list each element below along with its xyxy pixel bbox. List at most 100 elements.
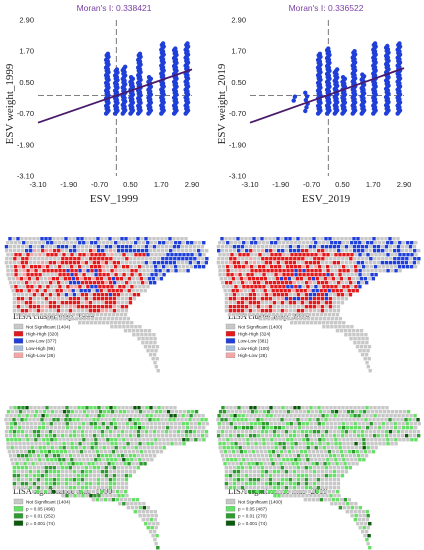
map-cell <box>158 442 162 446</box>
legend-label: High-High (320) <box>26 332 59 337</box>
map-cell <box>331 450 336 454</box>
map-cell <box>114 410 119 414</box>
map-cell <box>263 277 268 281</box>
map-cell <box>344 434 349 438</box>
map-cell <box>92 305 97 309</box>
map-cell <box>304 237 308 241</box>
map-cell <box>250 438 254 442</box>
map-cell <box>28 309 33 313</box>
map-cell <box>357 422 361 426</box>
map-cell <box>236 281 241 285</box>
map-cell <box>220 418 224 422</box>
map-cell <box>182 269 186 273</box>
map-cell <box>277 422 281 426</box>
map-cell <box>293 494 297 498</box>
map-cell <box>244 305 249 309</box>
map-cell <box>378 442 382 446</box>
map-cell <box>394 241 398 245</box>
map-cell <box>232 478 237 482</box>
map-cell <box>17 265 22 269</box>
map-cell <box>333 265 338 269</box>
map-cell <box>288 434 293 438</box>
map-cell <box>58 253 62 257</box>
data-point <box>352 49 357 54</box>
map-cell <box>378 410 383 414</box>
map-cell <box>267 289 271 293</box>
map-cell <box>315 462 319 466</box>
map-cell <box>100 293 105 297</box>
map-cell <box>333 249 337 253</box>
map-cell <box>47 277 52 281</box>
map-cell <box>108 297 113 301</box>
map-cell <box>170 442 174 446</box>
map-cell <box>49 414 53 418</box>
map-cell <box>140 454 145 458</box>
map-cell <box>122 410 127 414</box>
legend-label: p = 0.01 (252) <box>26 514 55 519</box>
map-cell <box>289 414 293 418</box>
map-cell <box>124 309 129 313</box>
map-cell <box>130 506 135 510</box>
map-cell <box>364 454 369 458</box>
map-cell <box>312 486 317 490</box>
map-cell <box>224 297 229 301</box>
map-cell <box>342 502 346 506</box>
map-cell <box>272 309 277 313</box>
map-cell <box>101 422 105 426</box>
map-cell <box>116 430 121 434</box>
map-cell <box>84 305 89 309</box>
map-cell <box>52 301 57 305</box>
map-cell <box>340 430 345 434</box>
map-cell <box>317 406 321 410</box>
map-cell <box>318 438 322 442</box>
map-cell <box>339 462 343 466</box>
map-cell <box>409 422 413 426</box>
map-cell <box>96 301 101 305</box>
map-cell <box>302 438 306 442</box>
map-cell <box>193 265 198 269</box>
map-cell <box>304 470 309 474</box>
map-cell <box>35 313 40 317</box>
map-cell <box>165 406 169 410</box>
map-cell <box>66 269 70 273</box>
map-cell <box>318 458 322 462</box>
map-cell <box>48 430 53 434</box>
map-cell <box>311 313 316 317</box>
map-cell <box>260 309 265 313</box>
x-tick-label: 1.70 <box>154 180 169 189</box>
map-cell <box>252 482 257 486</box>
map-cell <box>96 454 101 458</box>
map-cell <box>21 426 26 430</box>
map-cell <box>8 237 12 241</box>
map-cell <box>10 410 15 414</box>
map-cell <box>9 265 14 269</box>
map-cell <box>92 297 97 301</box>
map-cell <box>260 281 265 285</box>
map-cell <box>281 414 285 418</box>
map-cell <box>56 305 61 309</box>
map-cell <box>100 486 105 490</box>
map-cell <box>417 257 421 261</box>
map-cell <box>325 265 330 269</box>
map-cell <box>261 406 265 410</box>
map-cell <box>56 297 61 301</box>
map-cell <box>284 301 289 305</box>
map-cell <box>70 269 74 273</box>
map-cell <box>164 245 169 249</box>
map-cell <box>254 446 258 450</box>
map-cell <box>65 426 70 430</box>
map-cell <box>70 446 74 450</box>
map-cell <box>79 462 83 466</box>
map-cell <box>78 317 83 321</box>
map-cell <box>20 434 25 438</box>
map-cell <box>258 438 262 442</box>
map-cell <box>218 269 222 273</box>
map-cell <box>130 321 134 325</box>
map-cell <box>361 257 365 261</box>
map-cell <box>74 438 78 442</box>
map-cell <box>77 257 81 261</box>
map-cell <box>323 462 327 466</box>
map-cell <box>232 474 237 478</box>
map-cell <box>272 237 276 241</box>
map-cell <box>346 446 350 450</box>
